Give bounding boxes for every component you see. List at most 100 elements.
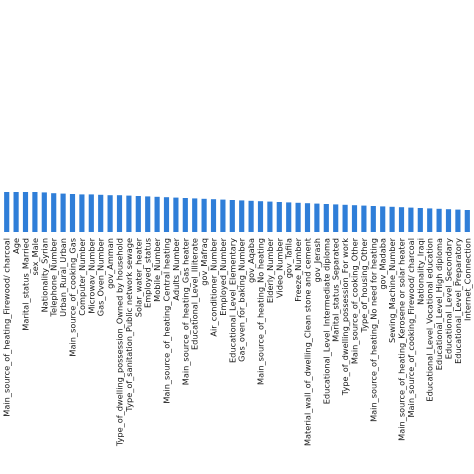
x-tick-label: Nationality_Iraqi (415, 238, 425, 305)
bar-11 (98, 194, 104, 232)
x-tick-label: Nationality_Syrian (39, 238, 49, 312)
x-tick-label: Sewing_Machine_Number (387, 237, 397, 343)
bar-15 (135, 196, 141, 232)
x-tick-label: Main_source_of_cooking_Other (350, 237, 360, 364)
bar-28 (257, 201, 264, 232)
x-tick-label: Main_source_of_heating_No need for heati… (368, 238, 378, 422)
x-tick-label: Main_source_of_heating_Central heating (162, 238, 172, 404)
bar-19 (173, 197, 179, 232)
x-tick-label: Computer_Number (77, 237, 87, 315)
bar-35 (323, 204, 329, 232)
x-tick-label: Elderly_Number (265, 237, 275, 303)
bar-43 (398, 207, 405, 232)
x-tick-label: Microwav_Number (86, 237, 96, 313)
bar-21 (192, 198, 198, 232)
bar-34 (314, 203, 320, 232)
x-tick-label: Main_source_of_heating_Firewood/ charcoa… (2, 238, 12, 417)
bar-20 (182, 198, 188, 232)
x-tick-label: Educational_Level_Secondary (444, 238, 454, 359)
bar-30 (276, 202, 282, 232)
x-tick-label: Type_of_dwelling_possession_For work (340, 238, 350, 396)
x-tick-label: Video_Number (274, 237, 284, 298)
x-tick-label: Employed_status (143, 238, 153, 308)
bar-48 (445, 209, 452, 232)
bar-39 (361, 205, 367, 232)
x-tick-label: Internet_Connection (462, 238, 472, 321)
bar-6 (51, 193, 57, 232)
bar-25 (229, 200, 235, 232)
x-tick-label: Gas_oven_for_baking_Number (237, 237, 247, 361)
x-tick-label: Freeze_Number (293, 237, 303, 301)
x-tick-label: gov_Amman (105, 238, 115, 289)
bar-8 (69, 194, 76, 232)
bar-3 (22, 192, 29, 232)
x-tick-label: Main_source_of_cooking_Firewood/ charcoa… (406, 238, 416, 418)
x-tick-label: Air_conditioner_Number (209, 237, 219, 336)
bar-24 (220, 199, 226, 232)
x-tick-label: Material_wall_of_dwelling_Clean stone an… (303, 237, 313, 446)
x-tick-label: Marital_status_Married (21, 238, 31, 331)
x-tick-label: gov_Jerash (312, 238, 322, 282)
bar-2 (13, 192, 19, 232)
bar-32 (295, 202, 301, 232)
bar-37 (342, 204, 348, 232)
x-tick-label: Marital_status_Separated (331, 238, 341, 342)
bar-26 (239, 200, 245, 232)
bar-17 (154, 196, 160, 232)
bar-36 (333, 204, 339, 232)
bar-33 (304, 203, 311, 232)
bar-12 (107, 195, 113, 232)
bar-5 (41, 192, 47, 232)
x-tick-label: Type_of_housing_Other (359, 237, 369, 333)
x-tick-label: gov_Aqaba (246, 238, 256, 283)
x-tick-label: gov_Madaba (378, 238, 388, 290)
x-tick-label: Main_source_of_heating_Gas heater (180, 237, 190, 385)
x-tick-label: Educational_Level_Illiterate (190, 238, 200, 350)
bar-46 (427, 208, 433, 232)
tick-labels-group: Main_source_of_heating_Firewood/ charcoa… (2, 237, 473, 447)
bar-47 (436, 208, 442, 232)
bar-13 (116, 195, 123, 232)
x-tick-label: Educational_Level_Preparatory (453, 238, 463, 364)
x-tick-label: sex_Male (30, 238, 40, 276)
bar-27 (248, 200, 254, 232)
bar-29 (267, 201, 273, 232)
bar-38 (351, 205, 358, 232)
x-tick-label: Main_source_of_cooking_Gas (68, 238, 78, 357)
bar-40 (370, 206, 376, 232)
x-tick-label: Type_of_sanitation_Public network sewage (124, 238, 134, 413)
x-tick-label: Educational_Level_Vocational education (425, 238, 435, 402)
x-tick-label: gov_Tafila (284, 238, 294, 278)
bar-44 (408, 207, 414, 232)
bar-16 (145, 196, 151, 232)
x-tick-label: gov_Mafraq (199, 238, 209, 286)
bar-1 (4, 192, 10, 232)
bars-group (4, 192, 470, 232)
bar-50 (464, 210, 470, 232)
bar-9 (79, 194, 85, 232)
bar-10 (88, 194, 94, 232)
x-tick-label: Gas_Oven_Number (96, 237, 106, 316)
x-tick-label: Main_source_of_heating_Kerosene or solar… (397, 237, 407, 440)
x-tick-label: Educational_Level_High diploma (434, 238, 444, 370)
bar-18 (163, 197, 170, 232)
bar-42 (389, 206, 395, 232)
x-tick-label: Solar_water_heater (133, 237, 143, 317)
x-tick-label: Age (11, 238, 21, 254)
x-tick-label: Educational_Level_Intermediate diploma (321, 238, 331, 404)
x-tick-label: Telephone_Number (49, 237, 59, 317)
bar-49 (455, 209, 461, 232)
bar-4 (32, 192, 38, 232)
x-tick-label: Adults_Number (171, 237, 181, 300)
bar-41 (380, 206, 386, 232)
bar-45 (417, 208, 423, 232)
bar-31 (286, 202, 292, 232)
x-tick-label: Urban_Rural_Urban (58, 238, 68, 317)
x-tick-label: Mobile_Number (152, 237, 162, 301)
bar-22 (201, 198, 207, 232)
x-tick-label: Educational_Level_Elementary (227, 238, 237, 363)
x-tick-label: Main_source_of_heating_No heating (256, 238, 266, 385)
bar-7 (60, 193, 66, 232)
x-tick-label: Type_of_dwelling_possession_Owned by hou… (115, 238, 125, 447)
